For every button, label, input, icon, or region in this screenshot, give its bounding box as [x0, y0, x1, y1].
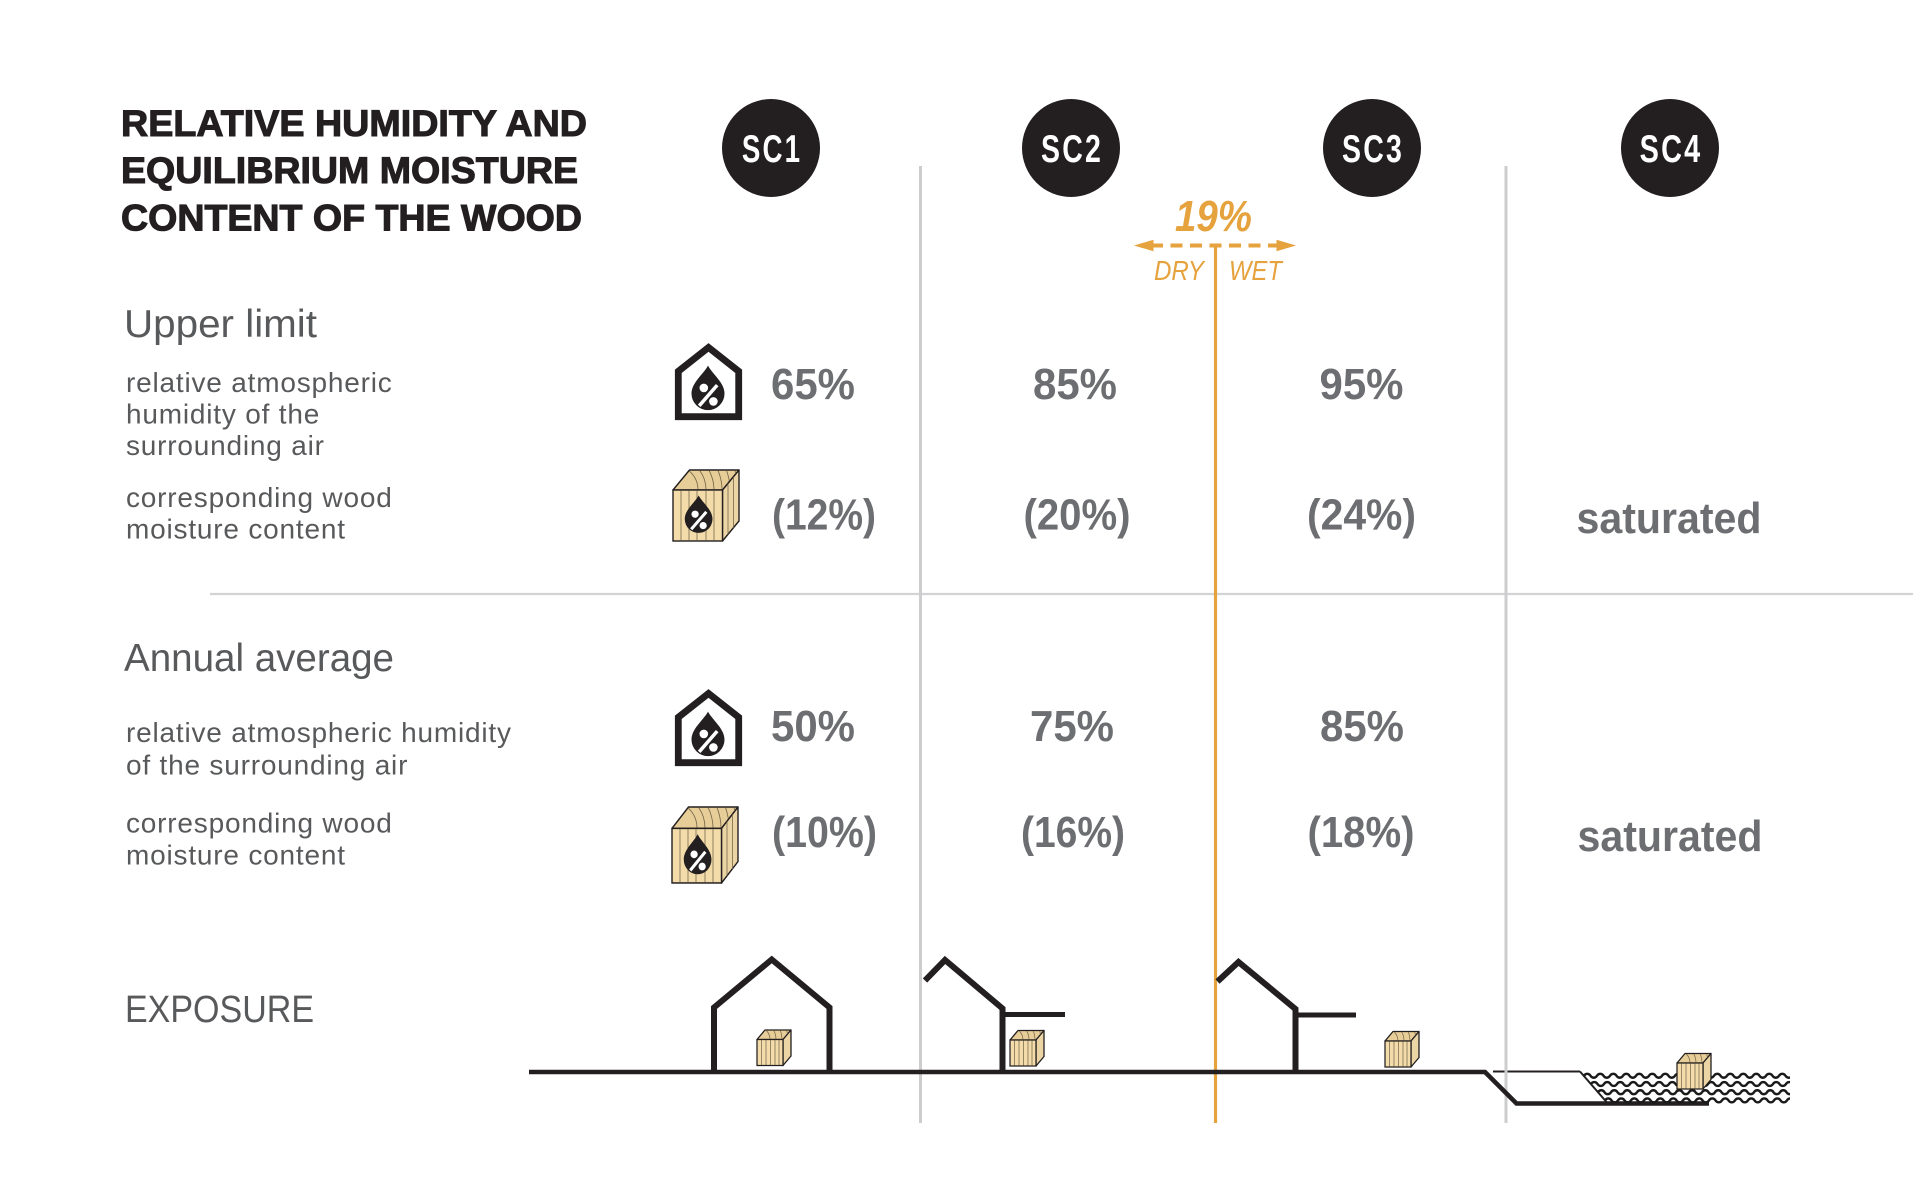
svg-text:75%: 75%	[1030, 702, 1114, 751]
svg-text:SC1: SC1	[742, 127, 802, 171]
svg-text:saturated: saturated	[1578, 812, 1763, 861]
svg-text:relative atmospheric humidity: relative atmospheric humidity	[126, 717, 512, 748]
svg-text:(12%): (12%)	[772, 491, 876, 540]
svg-text:85%: 85%	[1033, 360, 1117, 409]
svg-text:SC3: SC3	[1342, 128, 1404, 171]
svg-text:EQUILIBRIUM MOISTURE: EQUILIBRIUM MOISTURE	[121, 149, 578, 191]
svg-text:(10%): (10%)	[772, 808, 877, 857]
svg-text:SC4: SC4	[1640, 128, 1703, 171]
svg-text:saturated: saturated	[1577, 494, 1762, 543]
svg-text:corresponding wood: corresponding wood	[126, 482, 393, 513]
svg-text:RELATIVE HUMIDITY AND: RELATIVE HUMIDITY AND	[121, 102, 587, 144]
svg-text:moisture content: moisture content	[126, 514, 346, 545]
svg-text:Upper limit: Upper limit	[124, 303, 317, 346]
svg-text:humidity of the: humidity of the	[126, 399, 320, 430]
svg-text:corresponding wood: corresponding wood	[126, 808, 393, 839]
svg-text:EXPOSURE: EXPOSURE	[125, 989, 314, 1031]
svg-text:65%: 65%	[771, 360, 855, 409]
svg-text:Annual average: Annual average	[124, 637, 394, 680]
svg-text:(16%): (16%)	[1021, 808, 1125, 857]
svg-text:WET: WET	[1229, 255, 1284, 286]
svg-text:19%: 19%	[1175, 192, 1252, 241]
svg-text:(18%): (18%)	[1308, 808, 1415, 857]
svg-text:95%: 95%	[1320, 360, 1404, 409]
svg-text:moisture content: moisture content	[126, 840, 346, 871]
svg-text:(20%): (20%)	[1024, 491, 1131, 540]
svg-text:relative atmospheric: relative atmospheric	[126, 367, 393, 398]
svg-text:of the surrounding air: of the surrounding air	[126, 750, 408, 781]
svg-text:DRY: DRY	[1154, 255, 1205, 286]
svg-text:CONTENT OF THE WOOD: CONTENT OF THE WOOD	[121, 197, 582, 239]
svg-text:SC2: SC2	[1041, 128, 1103, 171]
svg-text:(24%): (24%)	[1307, 491, 1416, 540]
svg-text:50%: 50%	[771, 702, 855, 751]
svg-text:surrounding air: surrounding air	[126, 430, 325, 461]
svg-text:85%: 85%	[1320, 702, 1404, 751]
